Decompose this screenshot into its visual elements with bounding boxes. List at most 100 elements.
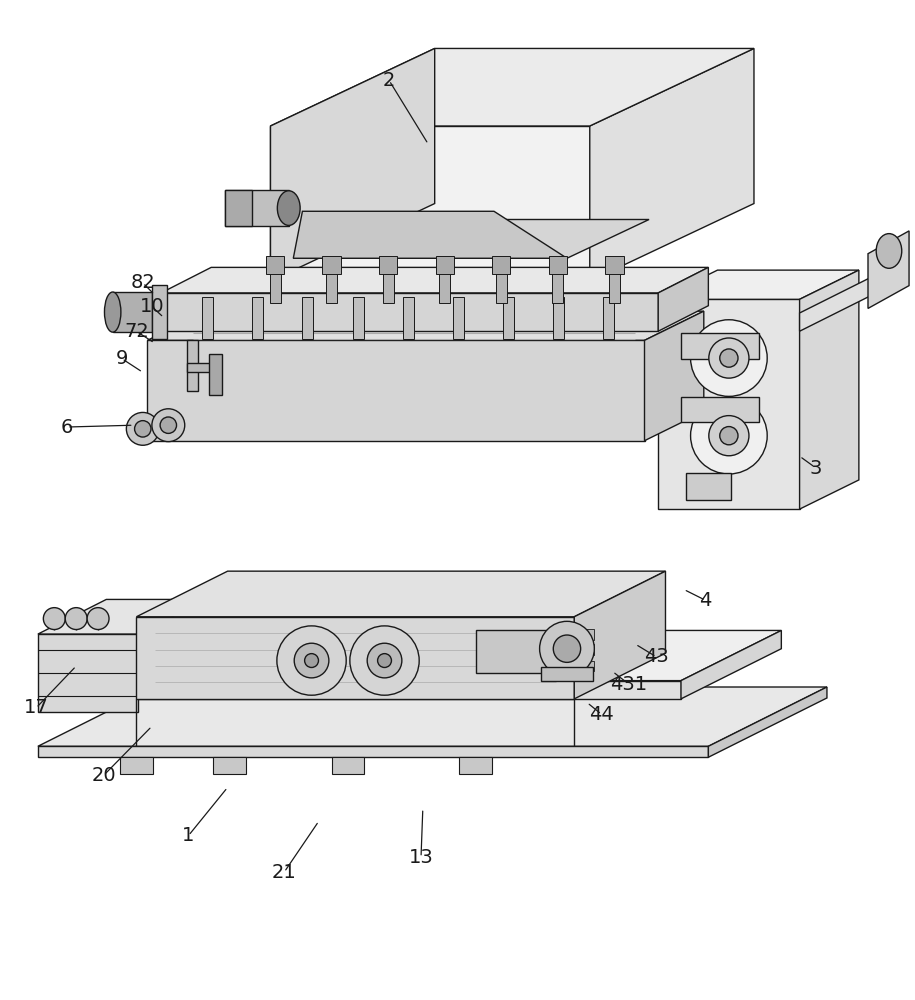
Polygon shape xyxy=(331,757,364,774)
Text: 9: 9 xyxy=(115,349,128,368)
Polygon shape xyxy=(658,270,859,299)
Polygon shape xyxy=(459,757,492,774)
Polygon shape xyxy=(326,268,337,303)
Circle shape xyxy=(720,427,738,445)
Polygon shape xyxy=(188,340,199,391)
Ellipse shape xyxy=(104,292,121,332)
Text: 82: 82 xyxy=(131,273,156,292)
Circle shape xyxy=(540,621,595,676)
Circle shape xyxy=(691,320,767,396)
Text: 43: 43 xyxy=(644,647,669,666)
Circle shape xyxy=(709,338,749,378)
Polygon shape xyxy=(439,268,450,303)
Polygon shape xyxy=(553,268,564,303)
Circle shape xyxy=(295,643,328,678)
Circle shape xyxy=(720,349,738,367)
Polygon shape xyxy=(38,599,207,634)
Polygon shape xyxy=(152,285,167,339)
Polygon shape xyxy=(134,630,781,681)
Circle shape xyxy=(691,397,767,474)
Text: 1: 1 xyxy=(182,826,195,845)
Polygon shape xyxy=(800,267,891,331)
Polygon shape xyxy=(575,571,665,699)
Polygon shape xyxy=(352,297,363,339)
Text: 13: 13 xyxy=(409,848,434,867)
Circle shape xyxy=(87,608,109,630)
Polygon shape xyxy=(38,687,827,746)
Polygon shape xyxy=(213,757,246,774)
Polygon shape xyxy=(379,256,397,274)
Circle shape xyxy=(709,416,749,456)
Polygon shape xyxy=(120,757,153,774)
Polygon shape xyxy=(271,48,754,126)
Circle shape xyxy=(367,643,402,678)
Polygon shape xyxy=(403,297,414,339)
Polygon shape xyxy=(496,268,507,303)
Polygon shape xyxy=(549,256,567,274)
Polygon shape xyxy=(604,297,614,339)
Polygon shape xyxy=(253,297,264,339)
Polygon shape xyxy=(38,746,708,757)
Polygon shape xyxy=(134,681,681,699)
Text: 72: 72 xyxy=(124,322,149,341)
Polygon shape xyxy=(681,630,781,699)
Polygon shape xyxy=(161,267,708,293)
Text: 4: 4 xyxy=(699,591,712,610)
Circle shape xyxy=(152,409,185,442)
Circle shape xyxy=(160,417,177,433)
Polygon shape xyxy=(161,293,658,331)
Polygon shape xyxy=(382,268,393,303)
Polygon shape xyxy=(453,297,464,339)
Text: 44: 44 xyxy=(589,705,614,724)
Polygon shape xyxy=(271,126,590,281)
Polygon shape xyxy=(322,256,340,274)
Polygon shape xyxy=(270,268,281,303)
Polygon shape xyxy=(800,270,859,509)
Text: 6: 6 xyxy=(61,418,73,437)
Polygon shape xyxy=(202,297,213,339)
Polygon shape xyxy=(225,190,289,226)
Circle shape xyxy=(554,635,581,662)
Polygon shape xyxy=(136,617,575,699)
Polygon shape xyxy=(681,333,759,359)
Polygon shape xyxy=(188,363,216,372)
Polygon shape xyxy=(492,256,511,274)
Text: 17: 17 xyxy=(24,698,48,717)
Polygon shape xyxy=(644,311,704,441)
Text: 3: 3 xyxy=(810,459,823,478)
Polygon shape xyxy=(590,48,754,281)
Polygon shape xyxy=(271,48,435,281)
Circle shape xyxy=(277,626,346,695)
Polygon shape xyxy=(476,630,563,673)
Polygon shape xyxy=(294,219,649,258)
Polygon shape xyxy=(503,297,514,339)
Polygon shape xyxy=(658,267,708,331)
Polygon shape xyxy=(567,629,595,640)
Polygon shape xyxy=(113,292,152,332)
Polygon shape xyxy=(210,354,222,395)
Circle shape xyxy=(126,412,159,445)
Polygon shape xyxy=(681,397,759,422)
Text: 431: 431 xyxy=(610,675,648,694)
Circle shape xyxy=(135,421,151,437)
Polygon shape xyxy=(658,299,800,509)
Polygon shape xyxy=(708,687,827,757)
Polygon shape xyxy=(294,211,567,258)
Circle shape xyxy=(43,608,65,630)
Polygon shape xyxy=(303,297,313,339)
Polygon shape xyxy=(266,256,285,274)
Polygon shape xyxy=(608,268,619,303)
Circle shape xyxy=(305,654,318,667)
Circle shape xyxy=(350,626,419,695)
Polygon shape xyxy=(436,256,454,274)
Text: 10: 10 xyxy=(140,297,164,316)
Circle shape xyxy=(65,608,87,630)
Polygon shape xyxy=(147,340,644,441)
Text: 20: 20 xyxy=(92,766,116,785)
Polygon shape xyxy=(868,231,909,308)
Polygon shape xyxy=(606,256,623,274)
Circle shape xyxy=(378,654,392,667)
Polygon shape xyxy=(147,311,704,340)
Ellipse shape xyxy=(877,234,902,268)
Polygon shape xyxy=(554,297,565,339)
